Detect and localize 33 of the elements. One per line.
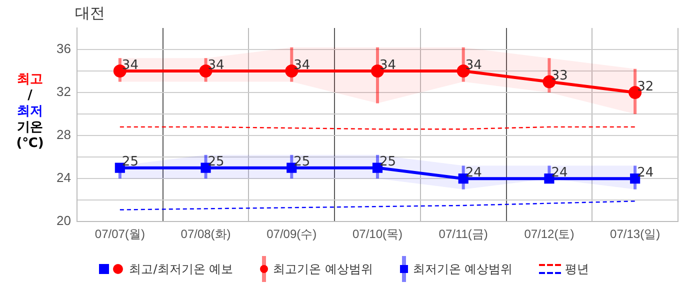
x-tick-label: 07/07(월): [94, 227, 145, 242]
legend-label: 최고/최저기온 예보: [129, 260, 234, 278]
y-tick-label: 24: [56, 170, 71, 186]
data-label: 34: [208, 58, 224, 73]
x-tick-label: 07/10(목): [352, 227, 403, 242]
y-tick-label: 36: [56, 41, 71, 56]
data-label: 24: [465, 165, 482, 180]
text: 최저기온 예상범위: [412, 260, 513, 278]
chart-title: 대전: [75, 4, 105, 23]
y-tick-label: 32: [56, 84, 71, 100]
data-label: 33: [551, 68, 568, 84]
data-label: 34: [122, 58, 138, 73]
data-label: 32: [637, 79, 654, 94]
data-label: 24: [637, 165, 654, 180]
x-tick-label: 07/09(수): [266, 227, 317, 242]
line-series: [119, 200, 636, 210]
x-tick-label: 07/11(금): [438, 227, 488, 242]
data-label: 34: [380, 58, 396, 73]
y-tick-label: 28: [56, 127, 71, 142]
data-label: 24: [551, 165, 568, 180]
legend-label: 평년: [564, 260, 589, 278]
x-tick-label: 07/12(토): [524, 227, 574, 242]
text: 최고기온 예상범위: [273, 260, 373, 278]
data-label: 25: [294, 154, 310, 170]
y-axis-title: 최고/최저 기온 (℃): [15, 72, 45, 152]
data-label: 25: [122, 154, 138, 170]
x-tick-label: 07/08(화): [180, 227, 231, 242]
data-label: 25: [208, 154, 224, 170]
data-label: 25: [380, 154, 396, 170]
data-label: 34: [294, 58, 310, 73]
data-label: 34: [465, 58, 482, 73]
y-tick-label: 20: [56, 213, 71, 228]
x-tick-label: 07/13(일): [610, 227, 660, 242]
